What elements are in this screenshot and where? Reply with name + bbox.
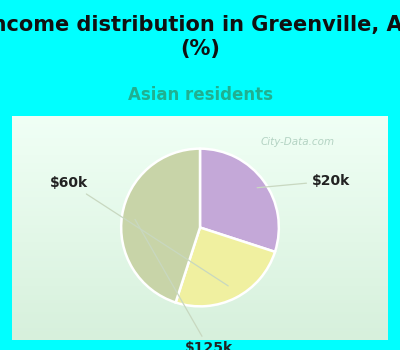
Bar — [12, 267, 388, 270]
Bar — [12, 191, 388, 194]
Wedge shape — [176, 228, 275, 306]
Bar — [12, 275, 388, 278]
Bar — [12, 298, 388, 300]
Bar — [12, 320, 388, 323]
Text: City-Data.com: City-Data.com — [261, 138, 335, 147]
Bar — [12, 183, 388, 186]
Bar — [12, 323, 388, 326]
Bar — [12, 230, 388, 233]
Bar — [12, 144, 388, 146]
Bar — [12, 256, 388, 258]
Bar — [12, 309, 388, 312]
Bar — [12, 188, 388, 191]
Bar — [12, 158, 388, 160]
Bar — [12, 334, 388, 337]
Bar — [12, 219, 388, 222]
Bar — [12, 116, 388, 118]
Bar — [12, 281, 388, 284]
Bar — [12, 236, 388, 239]
Bar — [12, 121, 388, 124]
Text: Income distribution in Greenville, AL
(%): Income distribution in Greenville, AL (%… — [0, 15, 400, 58]
Bar — [12, 155, 388, 158]
Bar — [12, 211, 388, 214]
Bar — [12, 146, 388, 149]
Bar — [12, 194, 388, 197]
Bar — [12, 214, 388, 216]
Bar — [12, 222, 388, 225]
Bar — [12, 216, 388, 219]
Bar — [12, 174, 388, 177]
Bar — [12, 270, 388, 272]
Bar — [12, 149, 388, 152]
Bar — [12, 233, 388, 236]
Bar — [12, 228, 388, 230]
Bar — [12, 306, 388, 309]
Bar — [12, 138, 388, 141]
Bar — [12, 127, 388, 130]
Bar — [12, 331, 388, 334]
Bar — [12, 247, 388, 250]
Bar — [12, 197, 388, 199]
Bar — [12, 130, 388, 132]
Bar — [12, 180, 388, 183]
Bar — [12, 241, 388, 244]
Bar — [12, 118, 388, 121]
Bar — [12, 264, 388, 267]
Text: Asian residents: Asian residents — [128, 86, 272, 104]
Bar — [12, 261, 388, 264]
Bar — [12, 205, 388, 208]
Bar — [12, 152, 388, 155]
Bar — [12, 284, 388, 286]
Bar — [12, 199, 388, 202]
Bar — [12, 135, 388, 138]
Bar — [12, 272, 388, 275]
Bar — [12, 258, 388, 261]
Bar — [12, 225, 388, 228]
Bar — [12, 169, 388, 172]
Bar — [12, 328, 388, 331]
Bar — [12, 300, 388, 303]
Bar — [12, 326, 388, 328]
Bar — [12, 289, 388, 292]
Bar — [12, 177, 388, 180]
Bar — [12, 160, 388, 163]
Bar — [12, 172, 388, 174]
Bar — [12, 239, 388, 241]
Bar — [12, 208, 388, 211]
Bar — [12, 295, 388, 298]
Bar — [12, 337, 388, 340]
Bar — [12, 202, 388, 205]
Bar — [12, 186, 388, 188]
Text: $60k: $60k — [50, 176, 228, 286]
Text: $125k: $125k — [135, 219, 233, 350]
Bar — [12, 166, 388, 169]
Bar — [12, 303, 388, 306]
Bar — [12, 317, 388, 320]
Bar — [12, 314, 388, 317]
Bar — [12, 253, 388, 256]
Bar — [12, 250, 388, 253]
Bar — [12, 286, 388, 289]
Bar — [12, 312, 388, 314]
Text: $20k: $20k — [257, 174, 350, 188]
Wedge shape — [200, 149, 279, 252]
Bar — [12, 278, 388, 281]
Bar — [12, 244, 388, 247]
Bar — [12, 124, 388, 127]
Bar — [12, 292, 388, 295]
Wedge shape — [121, 149, 200, 302]
Bar — [12, 132, 388, 135]
Bar — [12, 141, 388, 144]
Bar — [12, 163, 388, 166]
